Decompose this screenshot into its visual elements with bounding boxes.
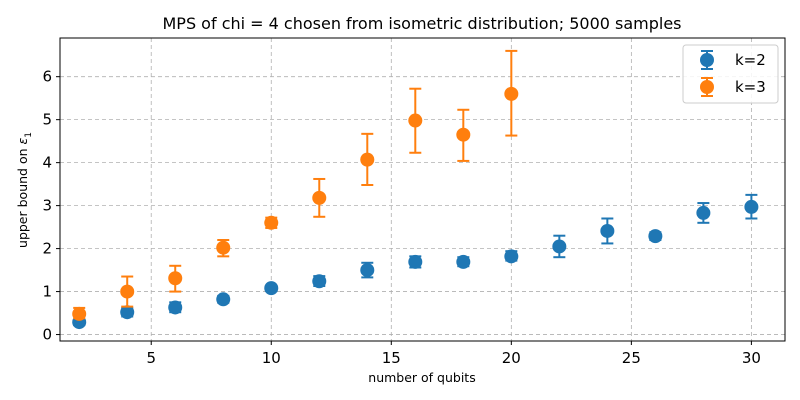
data-point (360, 263, 375, 278)
legend: k=2 k=3 (682, 44, 779, 104)
y-tick-label: 0 (42, 326, 52, 344)
y-tick-label: 1 (42, 283, 52, 301)
data-point (552, 239, 567, 254)
data-point (264, 215, 279, 230)
axis-ticks: 5 10 15 20 25 30 0 1 2 3 4 5 6 (42, 68, 760, 367)
x-tick-label: 5 (146, 349, 156, 367)
series-layer (72, 49, 759, 330)
data-point (600, 223, 615, 238)
data-point (264, 281, 279, 296)
legend-label: k=2 (735, 51, 766, 69)
data-point (120, 305, 135, 320)
data-point (168, 300, 183, 315)
y-axis-label-symbol: ε (15, 138, 30, 145)
y-tick-label: 2 (42, 240, 52, 258)
x-axis-label: number of qubits (368, 370, 475, 385)
data-point (120, 284, 135, 299)
data-point (408, 254, 423, 269)
data-point (696, 205, 711, 220)
data-point (504, 249, 519, 264)
data-point (216, 240, 231, 255)
data-point (744, 199, 759, 214)
data-point (312, 274, 327, 289)
data-point (456, 127, 471, 142)
data-point (312, 190, 327, 205)
series-k=2 (72, 193, 759, 330)
x-tick-label: 30 (742, 349, 761, 367)
y-axis-label-subscript: 1 (24, 132, 34, 138)
y-tick-label: 3 (42, 197, 52, 215)
y-axis-label-text: upper bound on (15, 145, 30, 248)
x-tick-label: 10 (262, 349, 281, 367)
data-point (168, 271, 183, 286)
series-k=3 (72, 49, 519, 321)
data-point (456, 254, 471, 269)
data-point (408, 113, 423, 128)
data-point (216, 292, 231, 307)
data-point (648, 229, 663, 244)
legend-marker (700, 80, 714, 94)
y-tick-label: 6 (42, 68, 52, 86)
y-axis-label: upper bound on ε1 (15, 132, 34, 248)
legend-marker (700, 53, 714, 67)
data-point (504, 86, 519, 101)
y-tick-label: 5 (42, 111, 52, 129)
y-tick-label: 4 (42, 154, 52, 172)
x-tick-label: 25 (622, 349, 641, 367)
x-tick-label: 20 (502, 349, 521, 367)
x-tick-label: 15 (382, 349, 401, 367)
chart-title: MPS of chi = 4 chosen from isometric dis… (162, 14, 681, 33)
plot-frame (59, 37, 786, 342)
data-point (72, 306, 87, 321)
grid-lines (60, 38, 785, 341)
legend-label: k=3 (735, 78, 766, 96)
data-point (360, 152, 375, 167)
